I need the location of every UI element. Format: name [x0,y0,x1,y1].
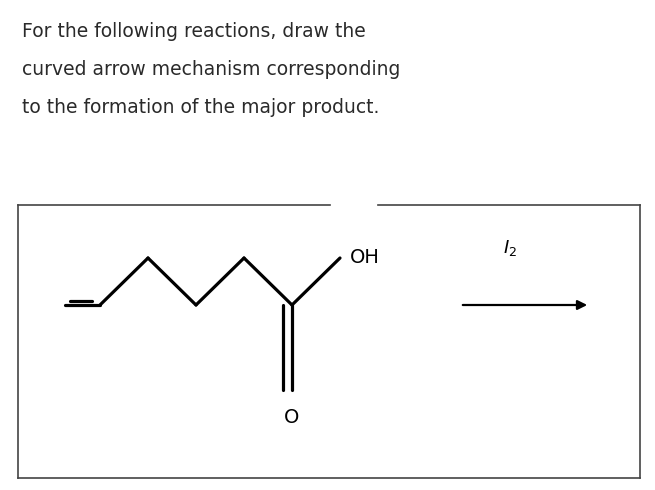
Text: to the formation of the major product.: to the formation of the major product. [22,98,379,117]
Text: OH: OH [350,248,380,267]
Text: O: O [284,408,300,427]
Text: For the following reactions, draw the: For the following reactions, draw the [22,22,365,41]
Text: $I_2$: $I_2$ [503,238,517,258]
Text: curved arrow mechanism corresponding: curved arrow mechanism corresponding [22,60,400,79]
